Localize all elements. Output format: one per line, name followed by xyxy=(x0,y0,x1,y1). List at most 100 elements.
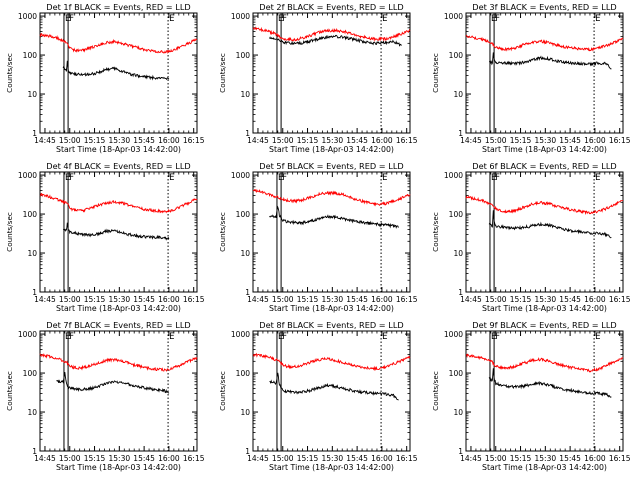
x-axis-label: Start Time (18-Apr-03 14:42:00) xyxy=(269,145,394,154)
x-tick-label: 15:45 xyxy=(133,295,155,304)
marker-f-label: F xyxy=(69,173,74,183)
y-tick-label: 10 xyxy=(453,249,463,258)
x-tick-label: 16:00 xyxy=(371,136,393,145)
x-tick-label: 15:00 xyxy=(59,454,81,463)
x-tick-label: 16:15 xyxy=(609,136,631,145)
y-tick-label: 1000 xyxy=(444,330,463,339)
panel-det-1f: Det 1f BLACK = Events, RED = LLD 1 10 100 10… xyxy=(5,2,205,154)
x-tick-label: 15:15 xyxy=(297,295,319,304)
x-tick-label: 15:00 xyxy=(272,136,294,145)
events-series xyxy=(488,52,612,70)
x-tick-label: 14:45 xyxy=(247,454,269,463)
x-tick-label: 15:00 xyxy=(485,295,507,304)
plot-frame xyxy=(252,12,411,134)
panel-title: Det 7f BLACK = Events, RED = LLD xyxy=(46,320,190,330)
y-tick-label: 100 xyxy=(23,210,38,219)
x-tick-label: 15:15 xyxy=(84,454,106,463)
y-tick-label: 100 xyxy=(449,369,464,378)
x-tick-label: 14:45 xyxy=(34,454,56,463)
panel-title: Det 2f BLACK = Events, RED = LLD xyxy=(259,2,403,12)
x-tick-label: 15:00 xyxy=(272,295,294,304)
x-axis-label: Start Time (18-Apr-03 14:42:00) xyxy=(269,304,394,313)
y-tick-label: 100 xyxy=(23,51,38,60)
panel-det-9f: Det 9f BLACK = Events, RED = LLD 1 10 100 10… xyxy=(431,320,631,472)
x-tick-label: 15:30 xyxy=(535,454,557,463)
x-tick-label: 16:00 xyxy=(158,136,180,145)
marker-f-label: F xyxy=(495,14,500,24)
plot-frame xyxy=(465,330,624,452)
lld-series xyxy=(252,188,411,207)
y-tick-label: 100 xyxy=(449,51,464,60)
y-tick-label: 10 xyxy=(240,249,250,258)
x-tick-label: 15:45 xyxy=(133,454,155,463)
y-tick-label: 1 xyxy=(32,447,37,456)
x-tick-label: 15:15 xyxy=(510,295,532,304)
marker-e-end-label: E xyxy=(382,173,387,183)
plot-frame xyxy=(39,171,198,293)
x-tick-label: 15:15 xyxy=(297,136,319,145)
y-tick-label: 10 xyxy=(453,408,463,417)
events-series xyxy=(62,60,170,81)
lld-series xyxy=(252,352,411,372)
y-tick-label: 1000 xyxy=(231,330,250,339)
y-tick-label: 10 xyxy=(240,90,250,99)
panel-title: Det 3f BLACK = Events, RED = LLD xyxy=(472,2,616,12)
panel-det-2f: Det 2f BLACK = Events, RED = LLD 1 10 100 10… xyxy=(218,2,418,154)
plot-frame xyxy=(252,171,411,293)
marker-f-label: F xyxy=(282,14,287,24)
lld-series xyxy=(465,195,623,216)
marker-f-label: F xyxy=(69,332,74,342)
panel-det-7f: Det 7f BLACK = Events, RED = LLD 1 10 100 10… xyxy=(5,320,205,472)
panel-title: Det 6f BLACK = Events, RED = LLD xyxy=(472,161,616,171)
x-tick-label: 15:30 xyxy=(322,136,344,145)
y-tick-label: 1000 xyxy=(18,330,37,339)
x-axis-label: Start Time (18-Apr-03 14:42:00) xyxy=(56,463,181,472)
plot-frame xyxy=(465,12,624,134)
marker-f-label: F xyxy=(282,173,287,183)
x-axis-label: Start Time (18-Apr-03 14:42:00) xyxy=(269,463,394,472)
events-series xyxy=(269,372,399,401)
marker-e-end-label: E xyxy=(169,173,174,183)
y-tick-label: 1000 xyxy=(18,171,37,180)
x-tick-label: 15:30 xyxy=(535,295,557,304)
x-tick-label: 15:30 xyxy=(535,136,557,145)
y-tick-label: 10 xyxy=(453,90,463,99)
x-tick-label: 15:45 xyxy=(346,295,368,304)
lld-series xyxy=(465,34,624,52)
marker-e-end-label: E xyxy=(595,173,600,183)
x-tick-label: 15:00 xyxy=(485,136,507,145)
y-tick-label: 1 xyxy=(32,288,37,297)
x-tick-label: 16:15 xyxy=(396,136,418,145)
panel-det-6f: Det 6f BLACK = Events, RED = LLD 1 10 100 10… xyxy=(431,161,631,313)
x-tick-label: 14:45 xyxy=(34,295,56,304)
x-tick-label: 16:15 xyxy=(183,454,205,463)
lld-series xyxy=(39,193,198,214)
x-tick-label: 16:15 xyxy=(609,454,631,463)
marker-e-end-label: E xyxy=(595,14,600,24)
y-tick-label: 1000 xyxy=(231,171,250,180)
marker-e-end-label: E xyxy=(169,14,174,24)
x-tick-label: 15:15 xyxy=(297,454,319,463)
x-tick-label: 16:00 xyxy=(584,295,606,304)
marker-f-label: F xyxy=(495,332,500,342)
x-tick-label: 16:15 xyxy=(183,136,205,145)
y-tick-label: 100 xyxy=(236,210,251,219)
x-tick-label: 14:45 xyxy=(247,295,269,304)
x-tick-label: 15:45 xyxy=(346,454,368,463)
x-axis-label: Start Time (18-Apr-03 14:42:00) xyxy=(56,145,181,154)
x-tick-label: 15:45 xyxy=(346,136,368,145)
marker-e-end-label: E xyxy=(169,332,174,342)
x-tick-label: 15:15 xyxy=(510,136,532,145)
x-tick-label: 15:45 xyxy=(133,136,155,145)
x-tick-label: 15:45 xyxy=(559,136,581,145)
marker-f-label: F xyxy=(282,332,287,342)
events-series xyxy=(269,34,402,47)
y-tick-label: 1000 xyxy=(444,171,463,180)
x-axis-label: Start Time (18-Apr-03 14:42:00) xyxy=(482,304,607,313)
y-tick-label: 1000 xyxy=(18,12,37,21)
y-tick-label: 10 xyxy=(27,249,37,258)
y-axis-label: Counts/sec xyxy=(218,212,227,252)
x-axis-label: Start Time (18-Apr-03 14:42:00) xyxy=(482,145,607,154)
lld-series xyxy=(252,26,411,42)
